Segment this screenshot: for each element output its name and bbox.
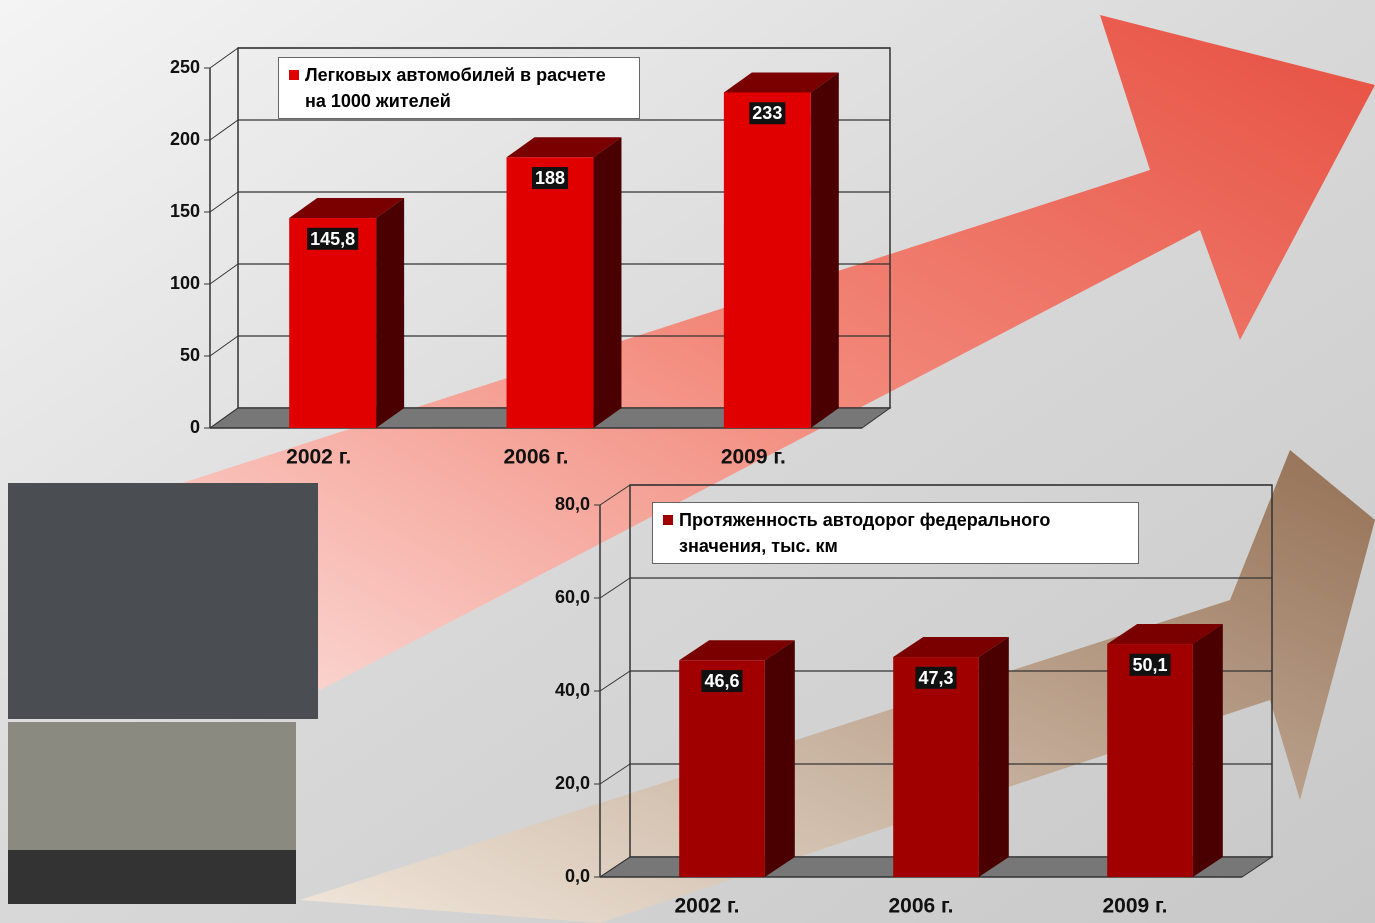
y-tick-label: 250 [170,57,200,77]
y-tick-label: 80,0 [555,494,590,514]
bar-side [979,637,1009,877]
asphalt [8,850,296,904]
value-label: 233 [752,103,782,123]
legend-label: Протяженность автодорог федерального зна… [679,507,1128,559]
legend-swatch [289,70,299,80]
y-tick-label: 200 [170,129,200,149]
value-label: 50,1 [1132,655,1167,675]
y-tick-label: 50 [180,345,200,365]
x-tick-label: 2002 г. [286,446,351,469]
y-tick-label: 0,0 [565,866,590,886]
bar-side [1193,624,1223,877]
bar-side [593,137,621,428]
value-label: 145,8 [310,229,355,249]
value-label: 188 [535,168,565,188]
x-tick-label: 2006 г. [503,446,568,469]
legend: Протяженность автодорог федерального зна… [652,502,1139,564]
y-tick-label: 0 [190,417,200,437]
x-tick-label: 2009 г. [721,446,786,469]
y-tick-label: 20,0 [555,773,590,793]
bar [679,660,765,877]
legend: Легковых автомобилей в расчете на 1000 ж… [278,57,640,119]
bar [724,92,811,428]
bar-side [376,198,404,428]
x-tick-label: 2002 г. [674,895,739,918]
y-tick-label: 100 [170,273,200,293]
traffic-photo [8,483,318,719]
x-tick-label: 2009 г. [1102,895,1167,918]
x-tick-label: 2006 г. [888,895,953,918]
bar-side [811,72,839,428]
bar [1107,644,1193,877]
bar [507,157,594,428]
legend-label: Легковых автомобилей в расчете на 1000 ж… [305,62,629,114]
value-label: 46,6 [704,671,739,691]
slide: 0 50 100 150 200 250 145,8 188 233 2002 г. 2006 г.… [0,0,1375,923]
y-tick-label: 40,0 [555,680,590,700]
bar-side [765,640,795,877]
value-label: 47,3 [918,668,953,688]
page: 0 50 100 150 200 250 145,8 188 233 2002 г. 2006 г.… [0,0,1375,923]
bar [893,657,979,877]
y-tick-label: 150 [170,201,200,221]
legend-swatch [663,515,673,525]
y-tick-label: 60,0 [555,587,590,607]
